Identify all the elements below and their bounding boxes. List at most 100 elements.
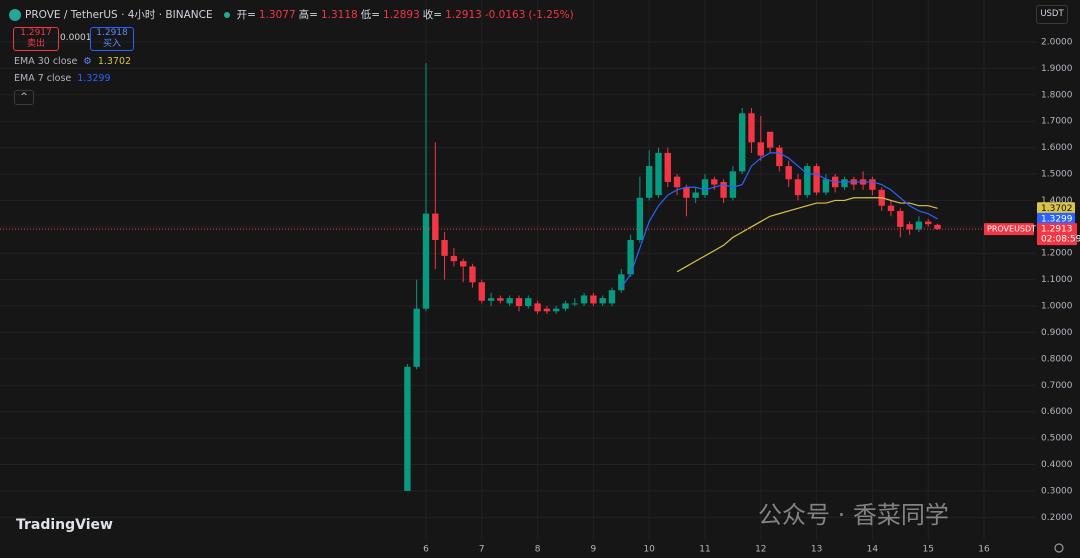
candle-body xyxy=(525,298,532,307)
candle-body xyxy=(776,147,783,167)
watermark: 公众号 · 香菜同学 xyxy=(758,501,949,529)
candle-body xyxy=(590,295,597,304)
candle-body xyxy=(432,213,439,241)
y-tick-label: 1.1000 xyxy=(1041,275,1073,285)
candle-body xyxy=(813,166,820,193)
ohlc-value: 1.3118 xyxy=(320,8,358,21)
x-tick-label: 8 xyxy=(535,545,541,555)
candle-body xyxy=(608,290,616,304)
candle-body xyxy=(692,192,699,198)
candle-body xyxy=(757,142,764,156)
candle-body xyxy=(460,261,467,267)
candle-body xyxy=(729,171,737,198)
ohlc-label: 收= xyxy=(422,9,443,21)
y-tick-label: 1.7000 xyxy=(1041,117,1073,127)
last-price-marker xyxy=(1037,223,1077,246)
ohlc-label: 高= xyxy=(298,9,318,21)
y-tick-label: 0.5000 xyxy=(1041,434,1073,444)
candle-body xyxy=(562,303,569,309)
y-tick-label: 1.2000 xyxy=(1041,249,1073,259)
ohlc-label: 低= xyxy=(360,9,381,21)
symbol-marker xyxy=(984,223,1034,236)
price-marker xyxy=(1037,212,1075,225)
candle-body xyxy=(506,298,513,304)
price-marker-label: 1.3702 xyxy=(1041,204,1073,214)
y-tick-label: 1.0000 xyxy=(1041,302,1073,312)
buy-label: 买入 xyxy=(102,39,121,49)
candle-body xyxy=(841,179,848,188)
candle-body xyxy=(636,197,644,241)
x-tick-label: 12 xyxy=(755,545,766,555)
candle-body xyxy=(478,282,485,301)
candle-body xyxy=(404,366,411,491)
candle-body xyxy=(766,131,774,148)
header: PROVE / TetherUS · 4小时 · BINANCE 开= 1.307… xyxy=(8,7,574,22)
candle-body xyxy=(645,166,653,198)
candle-body xyxy=(934,224,941,230)
last-price-label: 1.2913 xyxy=(1041,225,1073,235)
candle-body xyxy=(887,205,895,211)
candle-body xyxy=(673,176,681,188)
y-tick-label: 1.6000 xyxy=(1041,143,1073,153)
brand-logo: TradingView xyxy=(16,517,113,533)
candle-body xyxy=(683,187,690,198)
ema-line xyxy=(676,197,938,273)
change: -0.0163 xyxy=(484,8,526,21)
y-tick-label: 0.4000 xyxy=(1041,460,1073,470)
buy-button[interactable]: 1.2918 买入 xyxy=(90,27,134,51)
candle-body xyxy=(469,266,476,283)
y-tick-label: 2.0000 xyxy=(1041,37,1073,47)
y-tick-label: 0.8000 xyxy=(1041,354,1073,364)
sell-price: 1.2917 xyxy=(20,28,52,38)
x-tick-label: 14 xyxy=(867,545,879,555)
candle-body xyxy=(906,224,913,230)
candle-body xyxy=(497,298,504,301)
countdown: 02:08:59 xyxy=(1041,235,1080,245)
candle-body xyxy=(627,240,634,275)
y-tick-label: 1.9000 xyxy=(1041,64,1073,74)
y-tick-label: 0.6000 xyxy=(1041,407,1073,417)
candle-body xyxy=(785,166,792,180)
candle-body xyxy=(915,221,923,230)
x-tick-label: 13 xyxy=(811,545,822,555)
buy-price: 1.2918 xyxy=(96,28,128,38)
legend-name: EMA 30 close xyxy=(14,56,78,67)
candle-body xyxy=(655,152,662,196)
candle-body xyxy=(739,113,746,172)
symbol-marker-label: PROVEUSDT xyxy=(987,225,1036,234)
candle-body xyxy=(711,179,718,185)
y-tick-label: 0.9000 xyxy=(1041,328,1073,338)
sell-button[interactable]: 1.2917 卖出 xyxy=(13,27,59,51)
y-tick-label: 0.7000 xyxy=(1041,381,1073,391)
symbol-title: PROVE / TetherUS · 4小时 · BINANCE xyxy=(25,9,213,21)
legend-settings[interactable]: ⚙ xyxy=(83,56,92,67)
candle-body xyxy=(701,179,709,196)
candle-body xyxy=(450,255,458,262)
candle-body xyxy=(804,166,811,196)
status-dot xyxy=(223,11,230,18)
candle-body xyxy=(897,210,904,227)
x-tick-label: 7 xyxy=(479,545,485,555)
candle-body xyxy=(552,308,560,312)
currency-select[interactable]: USDT xyxy=(1036,5,1068,24)
x-tick-label: 11 xyxy=(699,545,710,555)
candle-body xyxy=(422,213,430,309)
collapse-button[interactable]: ^ xyxy=(14,90,34,105)
candle-body xyxy=(543,308,551,312)
x-tick-label: 15 xyxy=(922,545,933,555)
ohlc-value: 1.2913 xyxy=(445,8,482,21)
x-tick-label: 16 xyxy=(978,545,990,555)
legend-row: EMA 30 close ⚙ 1.3702 xyxy=(14,56,131,67)
y-tick-label: 1.8000 xyxy=(1041,90,1073,100)
candle-body xyxy=(515,298,523,307)
candle-body xyxy=(822,179,830,193)
candle-body xyxy=(664,152,671,182)
legend-value: 1.3299 xyxy=(77,73,111,84)
settings-icon[interactable] xyxy=(1054,543,1064,553)
candle-body xyxy=(794,179,802,196)
y-tick-label: 0.2000 xyxy=(1041,513,1073,523)
y-tick-label: 1.5000 xyxy=(1041,170,1073,180)
y-tick-label: 0.3000 xyxy=(1041,486,1073,496)
candle-body xyxy=(720,181,727,198)
